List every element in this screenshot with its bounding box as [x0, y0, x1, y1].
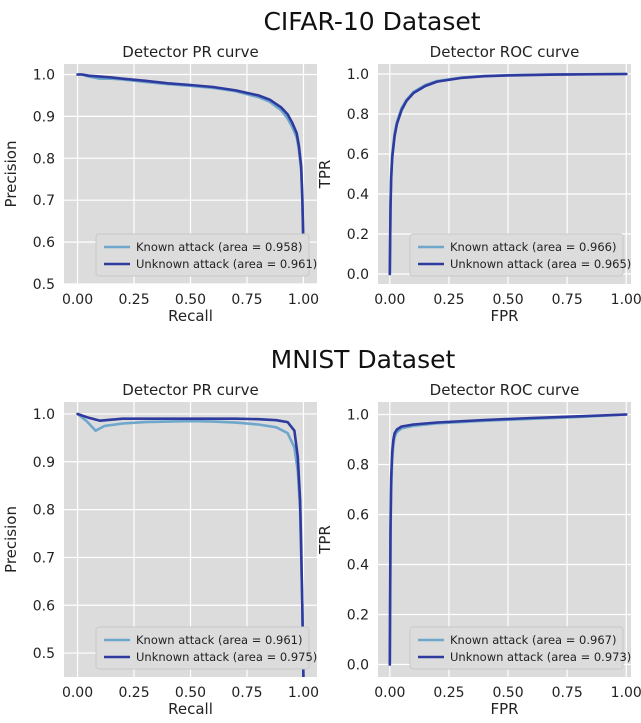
- legend-label: Known attack (area = 0.961): [136, 633, 302, 647]
- legend-box: [95, 233, 310, 277]
- mnist-roc-chart: 0.00 0.25 0.50 0.75 1.00 0.0 0.2 0.4 0.6 0.8 1.0 De…: [316, 381, 641, 718]
- y-tick-label: 0.7: [33, 193, 55, 209]
- y-tick-label: 0.6: [347, 508, 369, 524]
- x-tick-label: 0.50: [492, 685, 523, 701]
- y-tick-label: 1.0: [347, 67, 369, 83]
- x-axis-label: Recall: [168, 307, 213, 325]
- x-tick-label: 1.00: [611, 292, 641, 308]
- y-axis-label: TPR: [316, 525, 334, 555]
- legend: Known attack (area = 0.966) Unknown attac…: [409, 233, 631, 277]
- chart-title: Detector ROC curve: [430, 43, 580, 61]
- x-tick-label: 0.25: [118, 685, 149, 701]
- y-tick-label: 0.9: [33, 455, 55, 471]
- legend-label: Unknown attack (area = 0.961): [136, 257, 317, 271]
- mnist-pr-chart: 0.00 0.25 0.50 0.75 1.00 0.5 0.6 0.7 0.8 0.9 1.0 De…: [2, 381, 319, 718]
- x-tick-label: 1.00: [288, 292, 319, 308]
- x-tick-label: 0.75: [231, 685, 262, 701]
- suptitle-mnist: MNIST Dataset: [271, 345, 456, 374]
- legend: Known attack (area = 0.958) Unknown attac…: [95, 233, 317, 277]
- y-tick-label: 1.0: [33, 407, 55, 423]
- y-tick-label: 0.6: [33, 598, 55, 614]
- y-tick-label: 0.7: [33, 550, 55, 566]
- legend-label: Unknown attack (area = 0.965): [450, 257, 631, 271]
- x-tick-label: 0.25: [433, 292, 464, 308]
- chart-title: Detector ROC curve: [430, 381, 580, 399]
- y-tick-label: 0.2: [347, 608, 369, 624]
- x-tick-label: 0.00: [62, 685, 93, 701]
- y-tick-label: 0.0: [347, 658, 369, 674]
- y-tick-label: 0.8: [33, 503, 55, 519]
- y-tick-label: 0.4: [347, 558, 369, 574]
- suptitle-cifar: CIFAR-10 Dataset: [263, 7, 480, 36]
- x-axis-label: FPR: [490, 307, 518, 325]
- x-tick-label: 1.00: [288, 685, 319, 701]
- series-line-unknown: [76, 412, 305, 677]
- y-tick-label: 0.0: [347, 267, 369, 283]
- chart-title: Detector PR curve: [122, 381, 258, 399]
- legend-label: Known attack (area = 0.967): [450, 633, 616, 647]
- x-axis-label: Recall: [168, 700, 213, 718]
- y-tick-label: 0.8: [347, 107, 369, 123]
- x-tick-label: 0.75: [552, 685, 583, 701]
- y-tick-label: 0.9: [33, 109, 55, 125]
- x-tick-label: 0.25: [118, 292, 149, 308]
- x-tick-label: 0.75: [552, 292, 583, 308]
- y-tick-label: 0.5: [33, 646, 55, 662]
- x-axis-label: FPR: [490, 700, 518, 718]
- y-tick-label: 0.8: [33, 151, 55, 167]
- legend-box: [409, 233, 624, 277]
- y-tick-label: 1.0: [347, 408, 369, 424]
- legend: Known attack (area = 0.961) Unknown attac…: [95, 626, 317, 670]
- legend-box: [95, 626, 310, 670]
- y-tick-label: 0.6: [347, 147, 369, 163]
- legend-label: Unknown attack (area = 0.973): [450, 650, 631, 664]
- series-line-unknown: [388, 72, 628, 276]
- x-tick-label: 0.50: [492, 292, 523, 308]
- x-tick-label: 1.00: [611, 685, 641, 701]
- x-tick-label: 0.25: [433, 685, 464, 701]
- y-tick-label: 0.2: [347, 227, 369, 243]
- x-tick-label: 0.50: [175, 685, 206, 701]
- y-axis-label: Precision: [2, 506, 20, 573]
- chart-title: Detector PR curve: [122, 43, 258, 61]
- x-tick-label: 0.75: [231, 292, 262, 308]
- legend-label: Known attack (area = 0.958): [136, 240, 302, 254]
- series-line-unknown: [76, 73, 305, 248]
- legend-label: Unknown attack (area = 0.975): [136, 650, 317, 664]
- legend-box: [409, 626, 624, 670]
- cifar-pr-chart: 0.00 0.25 0.50 0.75 1.00 0.5 0.6 0.7 0.8 0.9 1.0 De…: [2, 43, 319, 325]
- cifar-roc-chart: 0.00 0.25 0.50 0.75 1.00 0.0 0.2 0.4 0.6 0.8 1.0 De…: [316, 43, 641, 325]
- x-tick-label: 0.50: [175, 292, 206, 308]
- y-tick-label: 0.6: [33, 235, 55, 251]
- x-tick-label: 0.00: [374, 685, 405, 701]
- y-tick-label: 0.4: [347, 187, 369, 203]
- legend-label: Known attack (area = 0.966): [450, 240, 616, 254]
- plots-container: 0.00 0.25 0.50 0.75 1.00 0.5 0.6 0.7 0.8 0.9 1.0 De…: [2, 43, 641, 718]
- legend: Known attack (area = 0.967) Unknown attac…: [409, 626, 631, 670]
- y-tick-label: 0.5: [33, 277, 55, 293]
- y-tick-label: 1.0: [33, 67, 55, 83]
- y-axis-label: TPR: [316, 160, 334, 190]
- y-tick-label: 0.8: [347, 458, 369, 474]
- series-line-unknown: [388, 413, 628, 666]
- x-tick-label: 0.00: [62, 292, 93, 308]
- x-tick-label: 0.00: [374, 292, 405, 308]
- y-axis-label: Precision: [2, 141, 20, 208]
